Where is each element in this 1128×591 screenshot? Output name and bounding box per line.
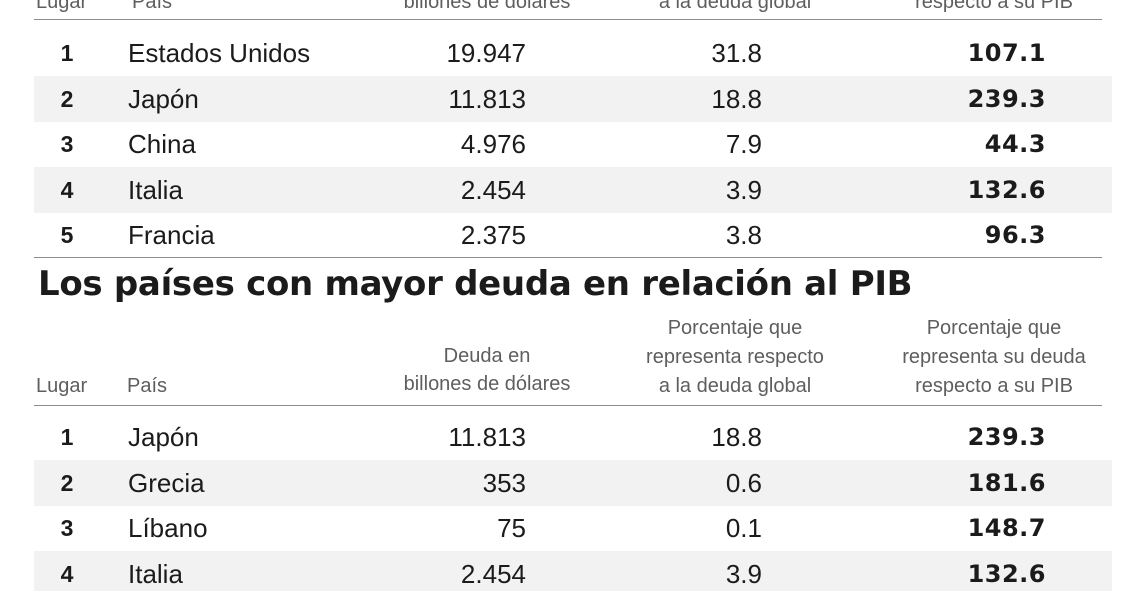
table2-title: Los países con mayor deuda en relación a… <box>38 264 913 304</box>
table2-header-lugar: Lugar <box>36 375 88 397</box>
table2-header-deuda-line1: Deuda en <box>443 345 531 367</box>
pct-pib-cell: 239.3 <box>967 84 1046 113</box>
rank-cell: 1 <box>60 424 74 450</box>
debt-cell: 2.454 <box>460 174 526 205</box>
pct-global-cell: 0.1 <box>725 513 762 544</box>
table-row: 3 Líbano 75 0.1 148.7 <box>34 505 1112 551</box>
table-row: 5 Francia 2.375 3.8 96.3 <box>34 212 1112 258</box>
pct-pib-cell: 132.6 <box>967 559 1046 588</box>
pct-pib-cell: 132.6 <box>967 175 1046 204</box>
table2-header-pib-line3: respecto a su PIB <box>915 375 1073 397</box>
debt-cell: 2.454 <box>460 558 526 589</box>
debt-cell: 75 <box>497 513 526 544</box>
debt-cell: 11.813 <box>448 83 526 114</box>
table2-header-pib-line2: representa su deuda <box>902 346 1086 368</box>
table2-header-pib-line1: Porcentaje que <box>926 317 1062 339</box>
pct-global-cell: 7.9 <box>725 129 762 160</box>
rank-cell: 2 <box>60 85 74 112</box>
pct-pib-cell: 96.3 <box>984 221 1046 250</box>
pct-pib-cell: 181.6 <box>967 468 1046 497</box>
pct-global-cell: 3.9 <box>725 558 762 589</box>
rank-cell: 5 <box>60 222 74 249</box>
table-row: 4 Italia 2.454 3.9 132.6 <box>34 550 1112 591</box>
pct-global-cell: 0.6 <box>725 467 762 498</box>
table2-header-global-line2: representa respecto <box>646 346 824 368</box>
rank-cell: 1 <box>60 40 74 66</box>
table-row: 1 Estados Unidos 19.947 31.8 107.1 <box>34 30 1112 76</box>
table1-header-global: a la deuda global <box>658 0 812 13</box>
table1-header-lugar: Lugar <box>36 0 88 13</box>
table1-header-pais: País <box>132 0 173 13</box>
table2-header-global-line3: a la deuda global <box>658 375 812 397</box>
debt-cell: 11.813 <box>448 422 526 452</box>
rank-cell: 3 <box>60 515 74 542</box>
table1-header-deuda: billones de dólares <box>403 0 571 13</box>
table2-header-pais: País <box>127 375 168 397</box>
table-row: 4 Italia 2.454 3.9 132.6 <box>34 166 1112 213</box>
table1-header-rule <box>34 19 1102 20</box>
pct-global-cell: 18.8 <box>711 83 762 114</box>
country-cell: Grecia <box>128 467 205 498</box>
pct-global-cell: 3.8 <box>725 220 762 251</box>
rank-cell: 3 <box>60 131 74 158</box>
debt-cell: 353 <box>482 467 526 498</box>
pct-pib-cell: 239.3 <box>967 423 1046 451</box>
country-cell: Japón <box>128 83 199 114</box>
table1-header-pib: respecto a su PIB <box>915 0 1073 13</box>
country-cell: Estados Unidos <box>128 38 311 68</box>
country-cell: Líbano <box>128 513 208 544</box>
pct-global-cell: 31.8 <box>711 38 762 68</box>
table-row: 1 Japón 11.813 18.8 239.3 <box>34 414 1112 460</box>
country-cell: China <box>128 129 196 160</box>
table2-header-deuda-line2: billones de dólares <box>403 373 571 395</box>
country-cell: Francia <box>128 220 215 251</box>
rank-cell: 4 <box>60 560 74 587</box>
pct-pib-cell: 44.3 <box>984 130 1046 159</box>
debt-cell: 2.375 <box>460 220 526 251</box>
debt-cell: 19.947 <box>446 38 526 68</box>
pct-global-cell: 18.8 <box>711 422 762 452</box>
country-cell: Italia <box>128 558 183 589</box>
debt-cell: 4.976 <box>460 129 526 160</box>
table-row: 3 China 4.976 7.9 44.3 <box>34 121 1112 167</box>
pct-global-cell: 3.9 <box>725 174 762 205</box>
pct-pib-cell: 107.1 <box>967 39 1046 67</box>
country-cell: Italia <box>128 174 183 205</box>
country-cell: Japón <box>128 422 199 452</box>
rank-cell: 4 <box>60 176 74 203</box>
table2-header-rule <box>34 405 1102 406</box>
table2-header-global-line1: Porcentaje que <box>667 317 803 339</box>
table-row: 2 Grecia 353 0.6 181.6 <box>34 459 1112 506</box>
table-row: 2 Japón 11.813 18.8 239.3 <box>34 75 1112 122</box>
table1-bottom-rule <box>34 257 1102 258</box>
rank-cell: 2 <box>60 469 74 496</box>
pct-pib-cell: 148.7 <box>967 514 1046 543</box>
